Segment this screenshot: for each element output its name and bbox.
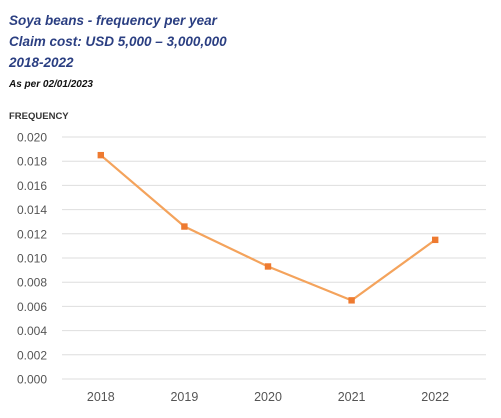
y-tick-label: 0.000 bbox=[17, 373, 47, 387]
y-tick-label: 0.020 bbox=[17, 131, 47, 145]
x-tick-label: 2019 bbox=[170, 390, 198, 404]
y-tick-label: 0.004 bbox=[17, 324, 47, 338]
y-tick-label: 0.016 bbox=[17, 179, 47, 193]
y-tick-labels: 0.000 0.002 0.004 0.006 0.008 0.010 0.012 0.014… bbox=[17, 131, 47, 387]
x-tick-labels: 2018 2019 2020 2021 2022 bbox=[87, 390, 449, 404]
y-tick-label: 0.010 bbox=[17, 252, 47, 266]
series-line bbox=[100, 154, 436, 302]
data-point-2019 bbox=[181, 223, 188, 230]
y-tick-label: 0.008 bbox=[17, 276, 47, 290]
data-point-2020 bbox=[264, 263, 272, 270]
chart-subtitle: Claim cost: USD 5,000 – 3,000,000 bbox=[9, 34, 227, 49]
x-tick-label: 2018 bbox=[87, 390, 115, 404]
y-tick-label: 0.006 bbox=[17, 300, 47, 314]
data-point-2022 bbox=[432, 236, 439, 244]
chart-header: Soya beans - frequency per year Claim co… bbox=[9, 12, 227, 91]
chart-title: Soya beans - frequency per year bbox=[9, 13, 217, 28]
y-tick-label: 0.018 bbox=[17, 155, 47, 169]
y-tick-label: 0.012 bbox=[17, 227, 47, 241]
x-tick-label: 2020 bbox=[254, 390, 282, 404]
series-layer bbox=[97, 151, 439, 304]
y-tick-label: 0.002 bbox=[17, 348, 47, 362]
y-axis-label: FREQUENCY bbox=[9, 111, 69, 122]
data-point-2018 bbox=[97, 151, 104, 159]
as-per-date: As per 02/01/2023 bbox=[9, 79, 93, 90]
data-point-2021 bbox=[348, 297, 355, 304]
grid-lines bbox=[62, 136, 486, 380]
x-tick-label: 2022 bbox=[421, 390, 449, 404]
chart-period: 2018-2022 bbox=[9, 55, 74, 70]
x-tick-label: 2021 bbox=[338, 390, 366, 404]
y-tick-label: 0.014 bbox=[17, 203, 47, 217]
